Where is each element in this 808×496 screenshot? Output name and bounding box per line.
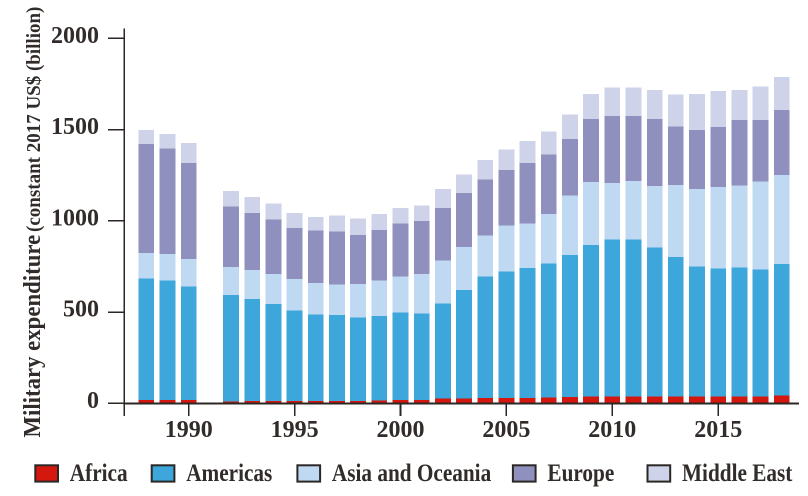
svg-text:1500: 1500 — [51, 114, 99, 140]
svg-text:Africa: Africa — [70, 459, 128, 487]
svg-text:Military expenditure(constant: Military expenditure(constant 2017 US$ (… — [19, 7, 46, 438]
svg-text:2015: 2015 — [694, 417, 742, 443]
svg-text:2005: 2005 — [482, 417, 530, 443]
svg-text:2010: 2010 — [588, 417, 636, 443]
svg-text:500: 500 — [63, 297, 99, 323]
svg-text:2000: 2000 — [377, 417, 425, 443]
svg-text:Americas: Americas — [186, 459, 272, 487]
svg-text:Middle East: Middle East — [682, 459, 793, 487]
svg-text:Asia and Oceania: Asia and Oceania — [332, 459, 492, 487]
svg-text:1000: 1000 — [51, 205, 99, 231]
svg-text:Europe: Europe — [547, 459, 614, 487]
svg-text:0: 0 — [87, 388, 99, 414]
svg-text:1990: 1990 — [165, 417, 213, 443]
svg-text:1995: 1995 — [271, 417, 319, 443]
svg-text:2000: 2000 — [51, 23, 99, 49]
